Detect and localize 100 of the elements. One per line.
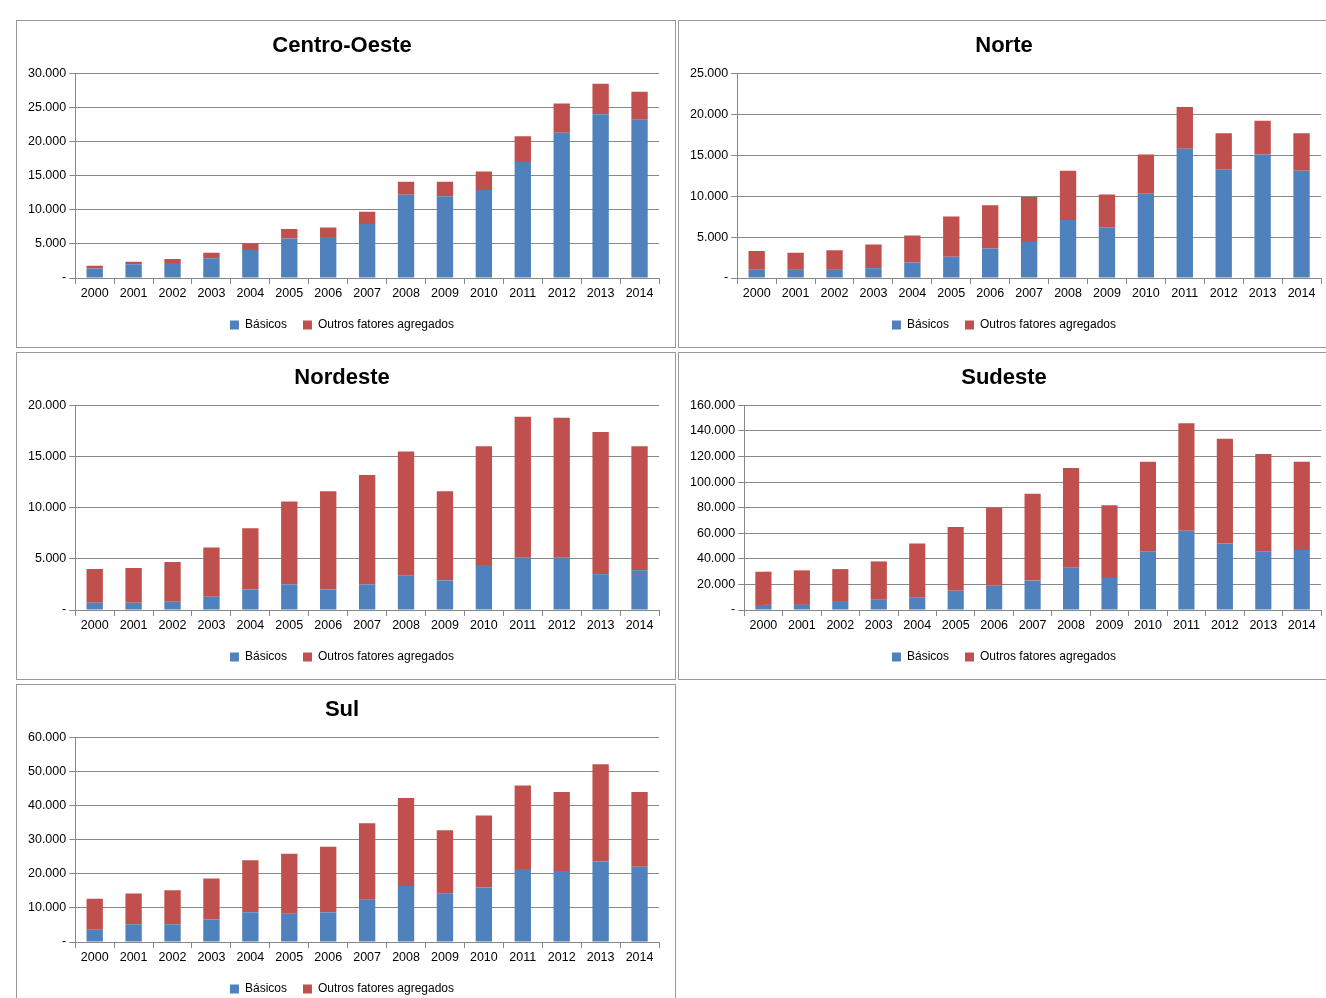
bar bbox=[436, 181, 454, 197]
bar bbox=[358, 823, 376, 900]
bar bbox=[1293, 549, 1310, 610]
bar bbox=[553, 103, 570, 133]
legend-label: Outros fatores agregados bbox=[979, 317, 1117, 332]
bar bbox=[982, 248, 999, 278]
x-tick-label: 2001 bbox=[781, 285, 810, 300]
bar bbox=[436, 893, 454, 942]
bar bbox=[320, 491, 337, 590]
bar bbox=[164, 561, 181, 602]
bar bbox=[592, 114, 609, 278]
x-tick-label: 2014 bbox=[625, 285, 654, 300]
x-tick-label: 2010 bbox=[469, 285, 498, 300]
y-tick-label: 20.000 bbox=[696, 576, 736, 591]
bar bbox=[203, 252, 220, 259]
bar bbox=[1215, 133, 1232, 170]
bar bbox=[436, 491, 454, 581]
bar bbox=[1293, 170, 1310, 278]
bar bbox=[1137, 154, 1155, 194]
x-tick-label: 2013 bbox=[586, 617, 615, 632]
bar bbox=[242, 589, 259, 610]
y-tick-label: 10.000 bbox=[28, 202, 67, 217]
bar bbox=[514, 136, 531, 163]
x-tick-label: 2003 bbox=[197, 949, 226, 964]
x-tick-label: 2000 bbox=[742, 285, 771, 300]
bar bbox=[793, 604, 810, 610]
x-tick-label: 2010 bbox=[1131, 285, 1160, 300]
bar bbox=[793, 570, 810, 605]
y-tick-label: 10.000 bbox=[690, 188, 729, 203]
bar bbox=[397, 194, 415, 278]
x-tick-label: 2013 bbox=[1249, 617, 1278, 632]
bar bbox=[1255, 551, 1272, 610]
bar bbox=[947, 526, 964, 591]
x-tick-label: 2014 bbox=[625, 617, 654, 632]
bar bbox=[826, 250, 843, 270]
bar bbox=[1062, 468, 1080, 568]
bar bbox=[164, 258, 181, 263]
y-tick-label: 20.000 bbox=[690, 106, 729, 121]
x-tick-label: 2006 bbox=[314, 285, 343, 300]
y-tick-label: 15.000 bbox=[28, 168, 67, 183]
x-tick-label: 2005 bbox=[275, 285, 304, 300]
bar bbox=[943, 216, 960, 257]
bar bbox=[320, 589, 337, 610]
y-tick-label: 5.000 bbox=[34, 236, 67, 251]
bar bbox=[947, 590, 964, 610]
x-tick-label: 2014 bbox=[1287, 285, 1316, 300]
x-tick-label: 2002 bbox=[158, 617, 187, 632]
x-tick-label: 2006 bbox=[976, 285, 1005, 300]
bar bbox=[1293, 461, 1310, 550]
x-tick-label: 2003 bbox=[859, 285, 888, 300]
bar bbox=[514, 162, 531, 278]
bar bbox=[320, 227, 337, 238]
bar bbox=[125, 568, 142, 603]
y-tick-label: 140.000 bbox=[690, 423, 736, 438]
bar bbox=[865, 244, 882, 269]
x-tick-label: 2003 bbox=[197, 617, 226, 632]
bar bbox=[592, 83, 609, 115]
x-tick-label: 2000 bbox=[80, 617, 109, 632]
bar bbox=[631, 446, 648, 571]
bar bbox=[164, 263, 181, 278]
bar bbox=[86, 569, 103, 603]
x-tick-label: 2009 bbox=[1095, 617, 1124, 632]
bar bbox=[475, 190, 493, 278]
legend-label: Básicos bbox=[906, 649, 949, 664]
bar bbox=[1176, 148, 1193, 278]
bar bbox=[631, 119, 648, 278]
bar bbox=[1293, 133, 1310, 171]
bar bbox=[203, 878, 220, 920]
x-tick-label: 2012 bbox=[547, 617, 576, 632]
y-tick-label: - bbox=[62, 934, 67, 949]
y-tick-label: 5.000 bbox=[696, 229, 729, 244]
x-tick-label: 2004 bbox=[898, 285, 927, 300]
bar bbox=[1020, 241, 1038, 278]
x-tick-label: 2012 bbox=[1210, 617, 1239, 632]
bar bbox=[281, 584, 298, 610]
bar bbox=[86, 929, 103, 942]
x-tick-label: 2002 bbox=[158, 949, 187, 964]
bar bbox=[1178, 423, 1195, 531]
bar bbox=[281, 501, 298, 585]
bar bbox=[242, 912, 259, 942]
bar bbox=[592, 432, 609, 575]
bar bbox=[1216, 543, 1233, 610]
x-tick-label: 2002 bbox=[158, 285, 187, 300]
bar bbox=[631, 91, 648, 120]
y-tick-label: 30.000 bbox=[28, 65, 67, 80]
bar bbox=[1098, 194, 1116, 228]
bar bbox=[203, 258, 220, 278]
bar bbox=[358, 899, 376, 942]
bar bbox=[909, 597, 926, 610]
x-tick-label: 2007 bbox=[353, 949, 382, 964]
x-tick-label: 2005 bbox=[275, 617, 304, 632]
x-tick-label: 2001 bbox=[119, 617, 148, 632]
bar bbox=[787, 252, 804, 270]
bar bbox=[1178, 530, 1195, 610]
x-tick-label: 2006 bbox=[314, 949, 343, 964]
y-tick-label: 10.000 bbox=[28, 500, 67, 515]
x-tick-label: 2012 bbox=[547, 285, 576, 300]
x-tick-label: 2006 bbox=[980, 617, 1009, 632]
x-tick-label: 2008 bbox=[392, 285, 420, 300]
bar bbox=[986, 585, 1003, 610]
